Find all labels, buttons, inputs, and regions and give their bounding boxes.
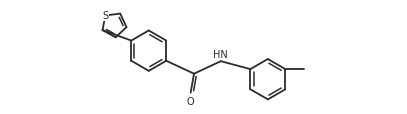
- Text: S: S: [102, 11, 108, 21]
- Text: HN: HN: [213, 49, 228, 59]
- Text: O: O: [187, 96, 195, 106]
